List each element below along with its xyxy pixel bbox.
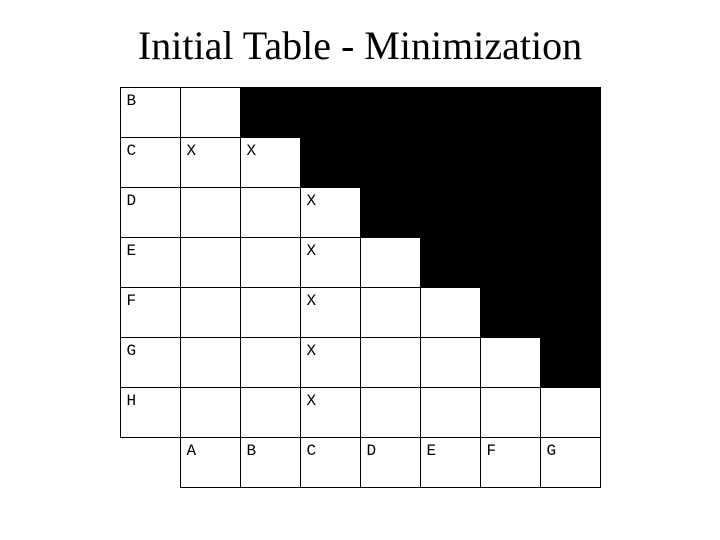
cell-H-C: X bbox=[300, 388, 360, 438]
cell-H-B bbox=[240, 388, 300, 438]
blocked-cell bbox=[540, 88, 600, 138]
cell-F-B bbox=[240, 288, 300, 338]
row-label-F: F bbox=[120, 288, 180, 338]
blocked-cell bbox=[240, 88, 300, 138]
row-label-H: H bbox=[120, 388, 180, 438]
cell-G-F bbox=[480, 338, 540, 388]
cell-F-A bbox=[180, 288, 240, 338]
blocked-cell bbox=[300, 88, 360, 138]
row-label-E: E bbox=[120, 238, 180, 288]
cell-H-A bbox=[180, 388, 240, 438]
table-container: B C X X D bbox=[0, 87, 720, 488]
col-label-A: A bbox=[180, 438, 240, 488]
table-row: F X bbox=[120, 288, 600, 338]
blocked-cell bbox=[540, 138, 600, 188]
col-label-E: E bbox=[420, 438, 480, 488]
cell-E-D bbox=[360, 238, 420, 288]
col-label-D: D bbox=[360, 438, 420, 488]
blocked-cell bbox=[540, 288, 600, 338]
cell-E-B bbox=[240, 238, 300, 288]
blocked-cell bbox=[360, 188, 420, 238]
cell-F-D bbox=[360, 288, 420, 338]
col-label-B: B bbox=[240, 438, 300, 488]
row-label-B: B bbox=[120, 88, 180, 138]
cell-G-D bbox=[360, 338, 420, 388]
cell-E-A bbox=[180, 238, 240, 288]
blocked-cell bbox=[540, 338, 600, 388]
blocked-cell bbox=[480, 288, 540, 338]
cell-C-A: X bbox=[180, 138, 240, 188]
cell-H-E bbox=[420, 388, 480, 438]
blocked-cell bbox=[420, 238, 480, 288]
cell-D-B bbox=[240, 188, 300, 238]
blocked-cell bbox=[480, 188, 540, 238]
blocked-cell bbox=[480, 88, 540, 138]
table-row: E X bbox=[120, 238, 600, 288]
table-row: H X bbox=[120, 388, 600, 438]
cell-C-B: X bbox=[240, 138, 300, 188]
cell-H-F bbox=[480, 388, 540, 438]
cell-G-E bbox=[420, 338, 480, 388]
blocked-cell bbox=[360, 138, 420, 188]
table-row: A B C D E F G bbox=[120, 438, 600, 488]
table-row: G X bbox=[120, 338, 600, 388]
col-label-C: C bbox=[300, 438, 360, 488]
table-row: B bbox=[120, 88, 600, 138]
cell-E-C: X bbox=[300, 238, 360, 288]
minimization-table: B C X X D bbox=[120, 87, 601, 488]
cell-G-A bbox=[180, 338, 240, 388]
row-label-G: G bbox=[120, 338, 180, 388]
cell-D-C: X bbox=[300, 188, 360, 238]
blocked-cell bbox=[480, 138, 540, 188]
cell-F-E bbox=[420, 288, 480, 338]
blocked-cell bbox=[420, 138, 480, 188]
blocked-cell bbox=[300, 138, 360, 188]
cell-G-B bbox=[240, 338, 300, 388]
corner-cell bbox=[120, 438, 180, 488]
blocked-cell bbox=[540, 188, 600, 238]
page-title: Initial Table - Minimization bbox=[0, 0, 720, 87]
row-label-D: D bbox=[120, 188, 180, 238]
cell-F-C: X bbox=[300, 288, 360, 338]
slide: Initial Table - Minimization B C X X bbox=[0, 0, 720, 540]
cell-G-C: X bbox=[300, 338, 360, 388]
blocked-cell bbox=[420, 188, 480, 238]
cell-D-A bbox=[180, 188, 240, 238]
blocked-cell bbox=[360, 88, 420, 138]
col-label-F: F bbox=[480, 438, 540, 488]
cell-H-D bbox=[360, 388, 420, 438]
table-row: D X bbox=[120, 188, 600, 238]
row-label-C: C bbox=[120, 138, 180, 188]
blocked-cell bbox=[480, 238, 540, 288]
table-row: C X X bbox=[120, 138, 600, 188]
cell-B-A bbox=[180, 88, 240, 138]
cell-H-G bbox=[540, 388, 600, 438]
blocked-cell bbox=[420, 88, 480, 138]
blocked-cell bbox=[540, 238, 600, 288]
col-label-G: G bbox=[540, 438, 600, 488]
